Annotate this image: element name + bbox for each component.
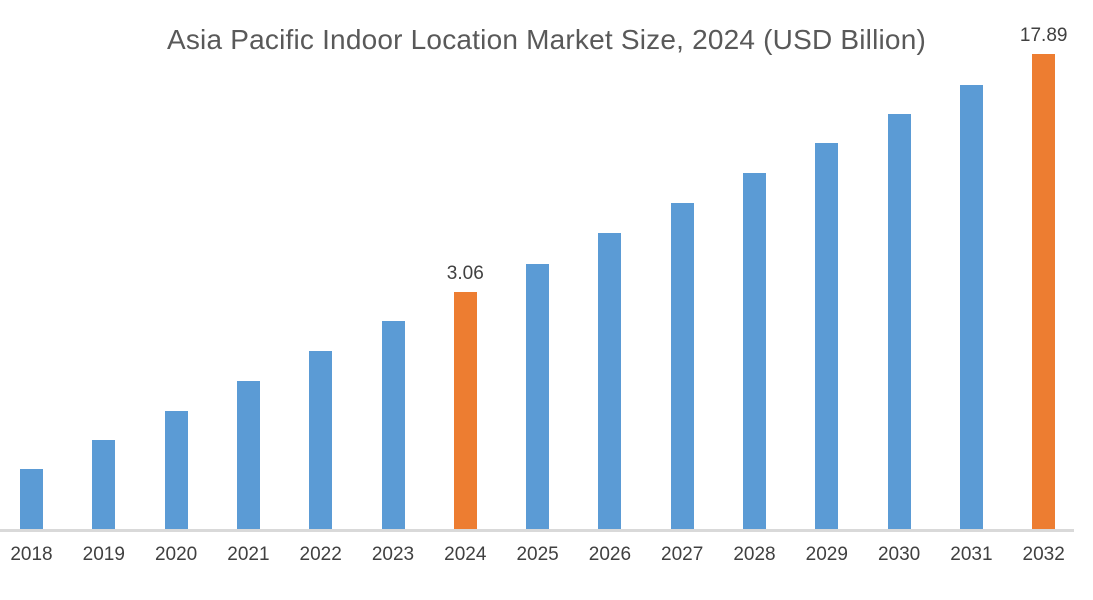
x-tick-2029: 2029 — [805, 544, 848, 565]
x-tick-2020: 2020 — [154, 544, 198, 565]
x-tick-2026: 2026 — [588, 544, 632, 565]
x-axis-line — [0, 529, 1074, 532]
bar-2031 — [959, 85, 983, 530]
plot-area: 3.06 17.89 — [20, 25, 1068, 530]
x-tick-2022: 2022 — [299, 544, 342, 565]
bar-2027 — [670, 203, 694, 530]
bar-2029 — [815, 143, 839, 530]
x-tick-2023: 2023 — [371, 544, 415, 565]
x-tick-2032: 2032 — [1022, 544, 1065, 565]
x-axis: 2018 2019 2020 2021 2022 2023 2024 2025 2026 2027… — [0, 544, 1093, 572]
x-tick-2019: 2019 — [82, 544, 125, 565]
bar-2021 — [236, 381, 260, 530]
chart-title: Asia Pacific Indoor Location Market Size… — [166, 24, 926, 55]
bar-2032 — [1032, 54, 1056, 530]
x-tick-2025: 2025 — [516, 544, 559, 565]
x-tick-2031: 2031 — [950, 544, 993, 565]
data-label-2032: 17.89 — [1019, 25, 1068, 46]
bar-2023 — [381, 321, 405, 530]
x-tick-2021: 2021 — [227, 544, 270, 565]
data-label-2024: 3.06 — [446, 263, 484, 284]
bar-2018 — [20, 469, 43, 530]
x-tick-2018: 2018 — [10, 544, 53, 565]
bar-2030 — [887, 114, 911, 530]
bar-2022 — [309, 351, 333, 530]
x-tick-2028: 2028 — [733, 544, 776, 565]
x-tick-2030: 2030 — [877, 544, 921, 565]
x-tick-2024: 2024 — [444, 544, 487, 565]
bar-2028 — [743, 173, 766, 530]
bar-2024 — [453, 292, 477, 530]
bar-2019 — [92, 440, 116, 530]
bar-2020 — [164, 411, 188, 530]
x-tick-2027: 2027 — [661, 544, 704, 565]
bar-2025 — [526, 264, 550, 530]
bar-2026 — [598, 233, 622, 530]
